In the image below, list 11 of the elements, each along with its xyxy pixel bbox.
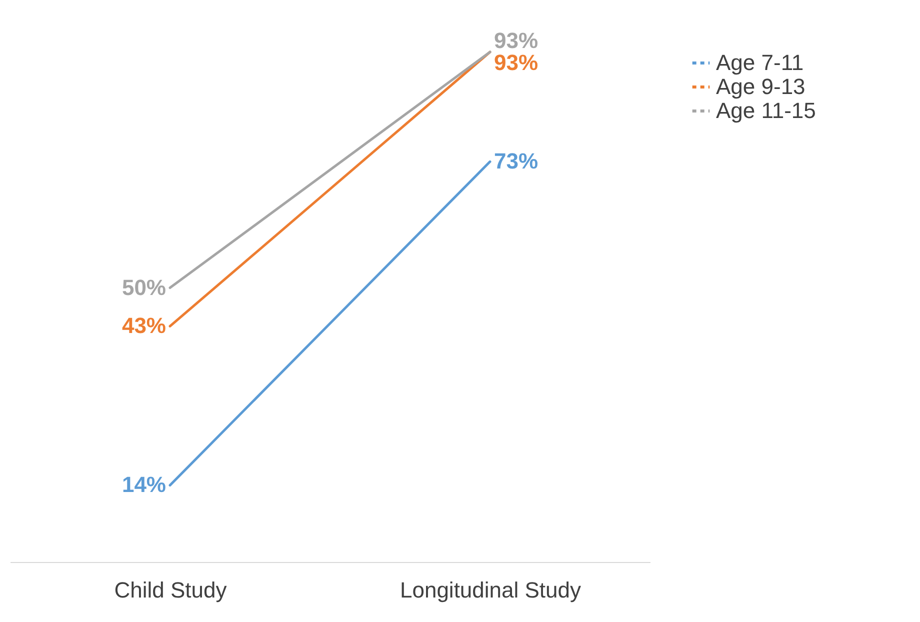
data-label: 93% (494, 50, 538, 75)
data-label: 93% (494, 28, 538, 53)
data-label: 73% (494, 148, 538, 174)
data-label: 14% (122, 472, 166, 498)
legend-label: Age 11-15 (716, 98, 816, 123)
data-label: 43% (122, 313, 166, 338)
legend-label: Age 9-13 (716, 74, 806, 99)
x-tick-label: Child Study (114, 578, 227, 602)
x-tick-label: Longitudinal Study (400, 578, 582, 602)
data-label: 50% (122, 274, 166, 300)
legend-label: Age 7-11 (716, 50, 804, 75)
